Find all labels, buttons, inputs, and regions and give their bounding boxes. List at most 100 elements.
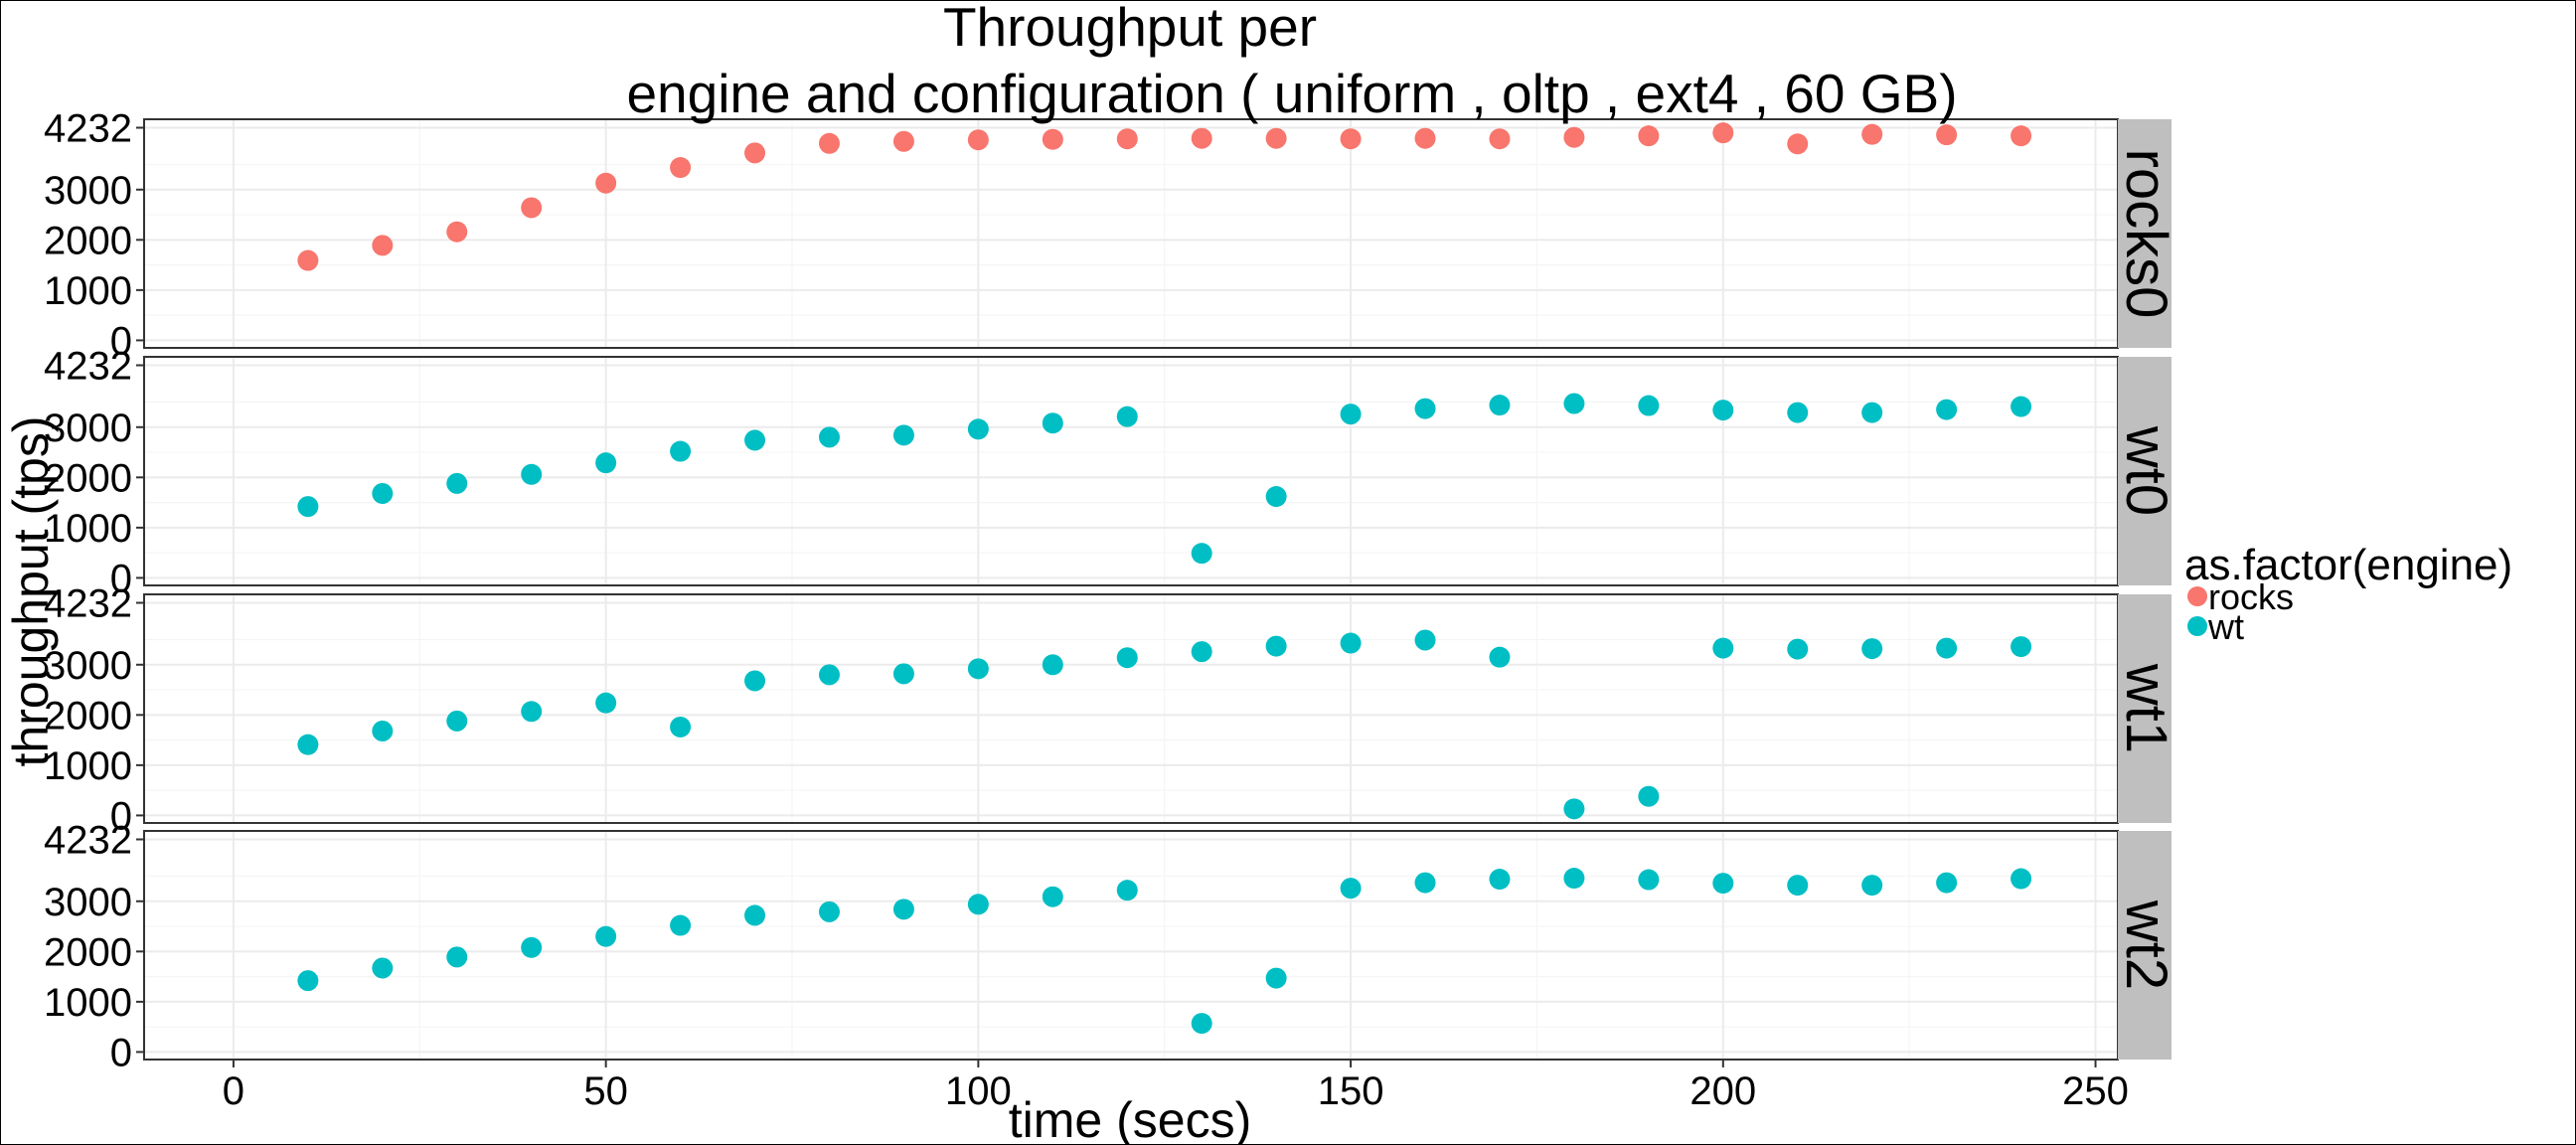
legend-label-wt: wt (2207, 606, 2244, 647)
data-point-wt (892, 663, 914, 685)
chart-title-line2: engine and configuration ( uniform , olt… (626, 63, 1957, 124)
data-point-wt (1489, 646, 1511, 668)
data-point-wt (1191, 1013, 1212, 1035)
data-point-wt (1563, 868, 1585, 890)
data-point-wt (1936, 637, 1958, 659)
x-tick-label: 50 (583, 1069, 628, 1113)
data-point-rocks (595, 172, 617, 194)
data-point-wt (818, 900, 840, 922)
data-point-rocks (744, 142, 766, 164)
data-point-wt (521, 701, 543, 723)
data-point-wt (297, 496, 319, 518)
data-point-wt (1116, 406, 1138, 427)
data-point-rocks (1861, 123, 1883, 145)
legend-label-rocks: rocks (2208, 576, 2294, 617)
data-point-rocks (297, 249, 319, 271)
data-point-wt (1340, 404, 1362, 425)
data-point-wt (1563, 393, 1585, 414)
data-point-wt (1042, 654, 1063, 676)
data-point-rocks (1116, 128, 1138, 150)
facet-strip-label: wt1 (2114, 663, 2178, 753)
data-point-wt (1638, 785, 1660, 807)
data-point-wt (1265, 967, 1287, 989)
y-tick-label: 1000 (44, 981, 132, 1025)
data-point-wt (967, 658, 989, 680)
data-point-wt (1936, 872, 1958, 894)
data-point-rocks (1638, 125, 1660, 147)
data-point-wt (1712, 400, 1734, 421)
data-point-wt (1787, 638, 1809, 660)
data-point-rocks (1042, 128, 1063, 150)
y-tick-label: 0 (110, 1031, 132, 1074)
data-point-wt (1489, 869, 1511, 891)
data-point-wt (1414, 398, 1436, 419)
data-point-wt (1265, 486, 1287, 508)
y-tick-label: 4232 (44, 344, 132, 388)
data-point-wt (2011, 636, 2032, 658)
data-point-wt (446, 710, 468, 732)
data-point-wt (744, 670, 766, 692)
panel-frames-layer: 01000200030004232rocks001000200030004232… (44, 106, 2178, 1113)
data-point-rocks (967, 129, 989, 151)
panel-background (144, 594, 2118, 823)
data-point-wt (595, 925, 617, 947)
legend-title: as.factor(engine) (2184, 541, 2512, 589)
panel-background (144, 831, 2118, 1060)
y-tick-label: 1000 (44, 507, 132, 551)
x-tick-label: 0 (223, 1069, 244, 1113)
data-point-wt (446, 946, 468, 968)
data-point-wt (1638, 395, 1660, 416)
x-axis-label: time (secs) (1009, 1092, 1251, 1145)
data-point-wt (892, 899, 914, 920)
data-point-wt (1712, 637, 1734, 659)
y-tick-label: 2000 (44, 694, 132, 737)
y-tick-label: 2000 (44, 930, 132, 974)
data-point-rocks (1936, 124, 1958, 146)
data-point-wt (1191, 641, 1212, 663)
facet-strip-label: wt0 (2114, 425, 2178, 516)
data-point-rocks (1265, 127, 1287, 149)
x-tick-label: 250 (2062, 1069, 2129, 1113)
data-point-wt (1265, 635, 1287, 657)
y-tick-label: 3000 (44, 644, 132, 688)
data-point-rocks (2011, 125, 2032, 147)
data-point-wt (1340, 632, 1362, 654)
data-point-wt (297, 734, 319, 755)
y-tick-label: 4232 (44, 581, 132, 625)
facet-strip-label: wt2 (2114, 900, 2178, 990)
data-point-wt (1042, 886, 1063, 907)
data-point-wt (2011, 868, 2032, 890)
y-tick-label: 1000 (44, 269, 132, 313)
y-tick-label: 1000 (44, 744, 132, 788)
data-point-rocks (1340, 128, 1362, 150)
data-point-rocks (1787, 133, 1809, 155)
data-point-wt (595, 452, 617, 474)
data-point-wt (1563, 798, 1585, 820)
data-point-wt (521, 936, 543, 958)
data-points-layer (297, 122, 2032, 1035)
data-point-wt (967, 894, 989, 915)
y-tick-label: 0 (110, 319, 132, 363)
y-tick-label: 0 (110, 794, 132, 838)
data-point-rocks (1563, 126, 1585, 148)
data-point-wt (446, 472, 468, 494)
x-tick-label: 100 (945, 1069, 1012, 1113)
data-point-wt (967, 418, 989, 440)
data-point-rocks (446, 221, 468, 243)
data-point-wt (1116, 647, 1138, 669)
panel-background (144, 119, 2118, 348)
data-point-wt (1414, 629, 1436, 651)
data-point-rocks (521, 197, 543, 219)
data-point-wt (744, 904, 766, 926)
data-point-wt (1712, 873, 1734, 895)
data-point-wt (1638, 869, 1660, 891)
data-point-wt (1936, 399, 1958, 420)
y-axis-label: throughput (tps) (3, 416, 59, 767)
data-point-wt (670, 914, 692, 936)
data-point-wt (1489, 395, 1511, 416)
data-point-wt (1116, 880, 1138, 901)
y-tick-label: 3000 (44, 407, 132, 450)
data-point-rocks (1489, 128, 1511, 150)
data-point-rocks (892, 130, 914, 152)
